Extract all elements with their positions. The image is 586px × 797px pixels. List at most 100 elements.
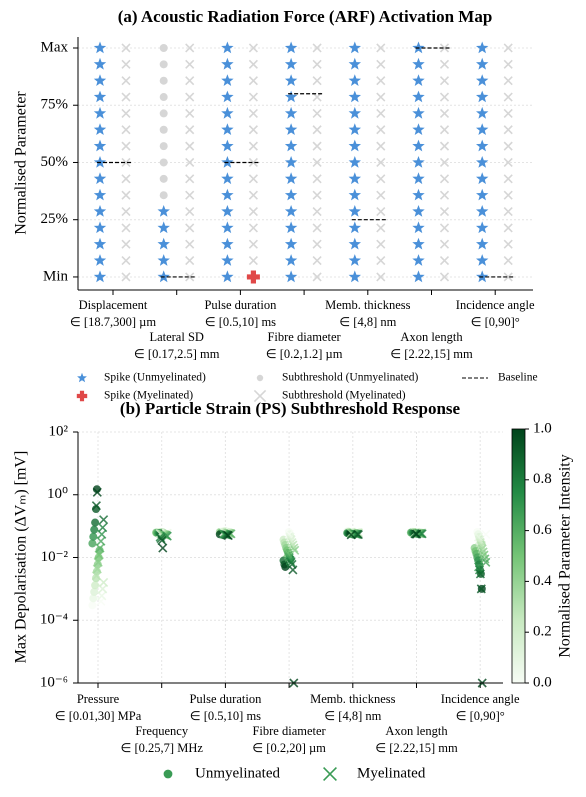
- data-point: [121, 190, 131, 200]
- data-point: [476, 237, 489, 250]
- data-point: [159, 109, 168, 118]
- data-point: [221, 41, 234, 54]
- legend-label: Subthreshold (Unmyelinated): [282, 372, 419, 384]
- data-point: [503, 141, 513, 151]
- x-tick-label: Lateral SD: [149, 330, 204, 344]
- data-point: [185, 206, 195, 217]
- y-tick-label: 10⁻⁶: [40, 674, 68, 690]
- data-point: [348, 106, 361, 119]
- data-point: [312, 190, 322, 200]
- data-point: [288, 565, 298, 575]
- data-point: [185, 59, 195, 69]
- data-point: [91, 501, 101, 511]
- data-point: [284, 237, 298, 250]
- data-point: [93, 106, 107, 119]
- data-point: [439, 239, 450, 249]
- data-point: [376, 59, 386, 69]
- data-point: [248, 76, 258, 86]
- data-point: [376, 43, 386, 53]
- data-point: [93, 188, 107, 201]
- data-point: [221, 123, 234, 135]
- data-point: [221, 57, 234, 70]
- data-point: [121, 125, 131, 135]
- data-point: [158, 543, 168, 553]
- data-point: [284, 57, 298, 70]
- data-point: [412, 205, 425, 217]
- colorbar-tick-label: 1.0: [533, 420, 552, 436]
- colorbar-tick-label: 0.8: [533, 471, 552, 487]
- data-point: [474, 532, 484, 542]
- data-point: [185, 190, 195, 200]
- data-point: [376, 76, 386, 86]
- data-point: [503, 43, 513, 53]
- data-point: [91, 518, 100, 527]
- data-point: [412, 270, 425, 283]
- data-point: [412, 156, 425, 168]
- data-point: [248, 256, 258, 266]
- data-point: [185, 272, 195, 282]
- data-point: [503, 59, 513, 69]
- data-point: [221, 74, 234, 86]
- data-point: [348, 237, 361, 250]
- data-point: [348, 41, 361, 54]
- data-point: [348, 139, 361, 152]
- data-point: [439, 108, 450, 118]
- data-point: [121, 206, 131, 217]
- data-point: [289, 543, 299, 553]
- colorbar-tick-label: 0.2: [533, 624, 552, 640]
- x-tick-label: Incidence angle: [456, 298, 535, 312]
- data-point: [503, 92, 513, 102]
- data-point: [412, 123, 425, 135]
- data-point: [157, 270, 170, 283]
- x-tick-label: ∈ [0.2,1.2] µm: [266, 347, 343, 361]
- y-axis-label: Max Depolarisation (ΔVₘ) [mV]: [13, 451, 30, 664]
- data-point: [503, 223, 513, 233]
- data-point: [93, 74, 107, 86]
- data-point: [246, 270, 260, 284]
- colorbar-tick-label: 0.0: [533, 674, 552, 690]
- data-point: [185, 141, 195, 151]
- data-point: [376, 141, 386, 151]
- data-point: [346, 530, 356, 540]
- data-point: [412, 74, 425, 86]
- data-point: [93, 205, 107, 217]
- data-point: [476, 156, 489, 168]
- data-point: [476, 90, 489, 103]
- data-point: [439, 157, 450, 168]
- y-tick-label: 10⁰: [47, 486, 68, 502]
- data-point: [93, 172, 107, 185]
- data-point: [121, 272, 131, 282]
- data-point: [284, 123, 298, 135]
- data-point: [312, 108, 322, 118]
- x-tick-label: ∈ [18.7,300] µm: [70, 315, 156, 329]
- data-point: [503, 239, 513, 249]
- y-tick-label: 10⁻⁴: [40, 612, 68, 628]
- data-point: [93, 254, 107, 266]
- data-point: [159, 174, 168, 183]
- data-point: [312, 43, 322, 53]
- data-point: [284, 529, 294, 539]
- data-point: [157, 535, 167, 545]
- data-point: [221, 270, 234, 283]
- data-point: [439, 190, 450, 200]
- data-point: [93, 90, 107, 103]
- data-point: [285, 532, 295, 542]
- data-point: [439, 76, 450, 86]
- data-point: [88, 601, 97, 610]
- data-point: [284, 270, 298, 283]
- x-tick-label: Memb. thickness: [325, 298, 411, 312]
- data-point: [348, 74, 361, 86]
- data-point: [121, 108, 131, 118]
- data-point: [159, 93, 168, 102]
- x-tick-label: ∈ [2.22,15] mm: [375, 741, 458, 755]
- colorbar-tick-label: 0.4: [533, 573, 552, 589]
- data-point: [221, 90, 234, 103]
- data-point: [312, 92, 322, 102]
- data-point: [159, 158, 168, 167]
- data-point: [503, 174, 513, 184]
- y-tick-label: 25%: [41, 211, 69, 227]
- data-point: [99, 515, 109, 525]
- data-point: [312, 76, 322, 86]
- data-point: [121, 141, 131, 151]
- data-point: [185, 92, 195, 102]
